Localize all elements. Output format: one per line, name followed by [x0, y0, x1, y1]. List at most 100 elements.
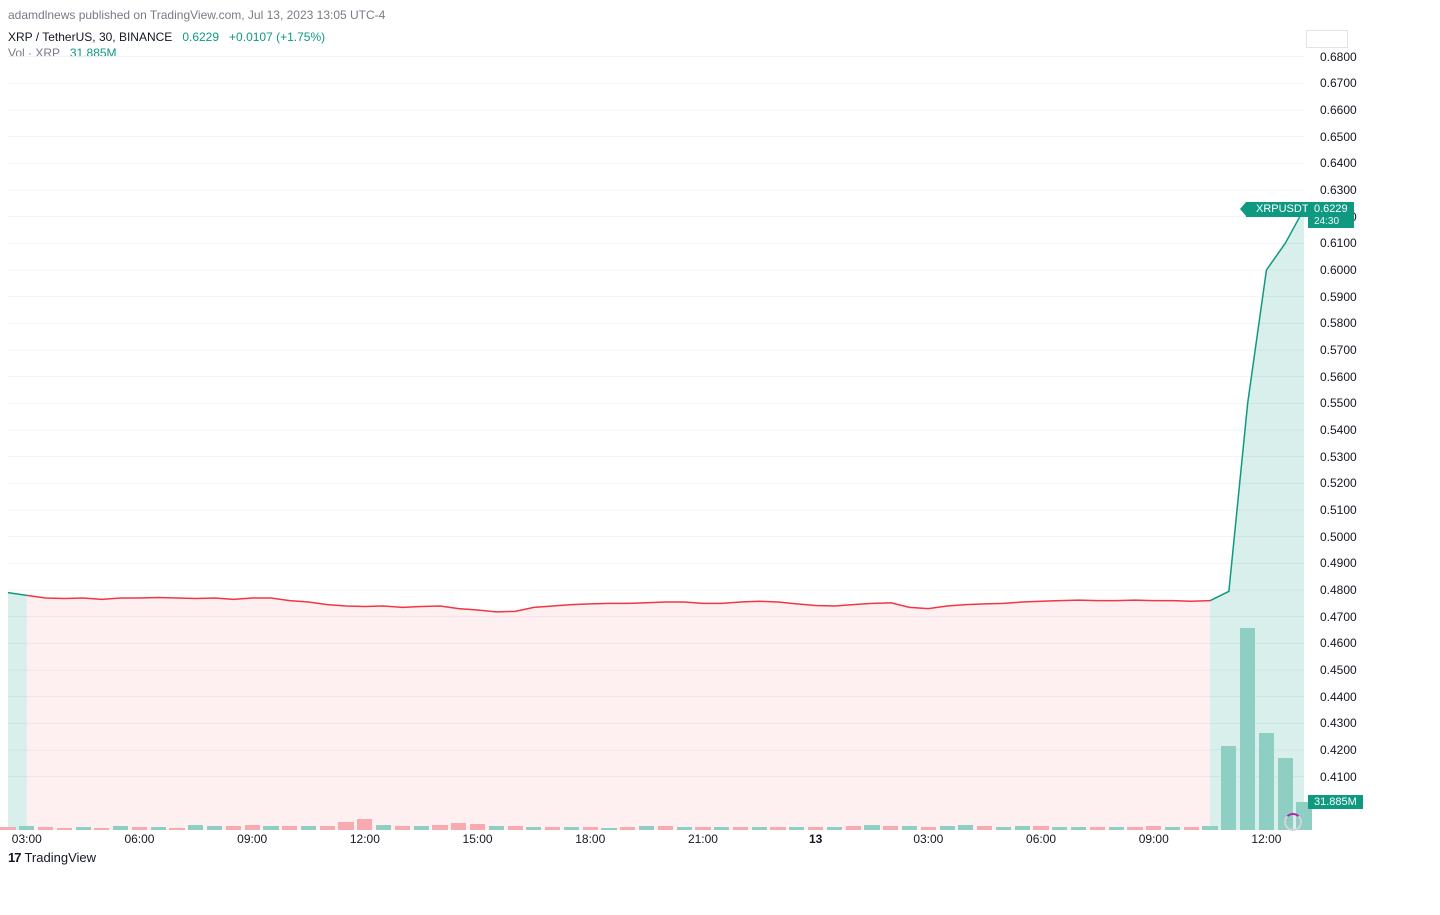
volume-bar: [714, 827, 729, 830]
y-tick-label: 0.5600: [1320, 370, 1357, 384]
volume-bar: [1127, 827, 1142, 830]
volume-bar: [658, 826, 673, 830]
x-tick-label: 03:00: [12, 832, 42, 846]
volume-bar: [414, 826, 429, 830]
volume-bars: [8, 610, 1304, 830]
y-tick-label: 0.4800: [1320, 583, 1357, 597]
y-tick-label: 0.5700: [1320, 343, 1357, 357]
y-tick-label: 0.6700: [1320, 76, 1357, 90]
volume-bar: [864, 825, 879, 830]
volume-bar: [245, 825, 260, 830]
tv-glyph-icon: 17: [8, 850, 20, 865]
volume-bar: [639, 826, 654, 830]
y-tick-label: 0.4100: [1320, 770, 1357, 784]
x-tick-label: 06:00: [1026, 832, 1056, 846]
volume-bar: [188, 825, 203, 830]
y-tick-label: 0.4300: [1320, 716, 1357, 730]
volume-bar: [902, 826, 917, 830]
y-tick-label: 0.5000: [1320, 530, 1357, 544]
volume-bar: [376, 825, 391, 830]
x-tick-label: 13: [809, 832, 822, 846]
volume-bar: [19, 826, 34, 830]
volume-bar: [1165, 827, 1180, 830]
x-tick-label: 09:00: [1139, 832, 1169, 846]
volume-bar: [1146, 826, 1161, 830]
volume-bar: [432, 825, 447, 830]
volume-bar: [1015, 826, 1030, 830]
x-tick-label: 06:00: [124, 832, 154, 846]
volume-bar: [752, 827, 767, 830]
y-tick-label: 0.5400: [1320, 423, 1357, 437]
volume-bar: [958, 825, 973, 830]
x-tick-label: 21:00: [688, 832, 718, 846]
price-y-axis[interactable]: 0.6800 0.6700 0.6600 0.6500 0.6400 0.6300 0.62…: [1308, 30, 1432, 830]
volume-bar: [57, 828, 72, 830]
y-tick-label: 0.4600: [1320, 636, 1357, 650]
volume-bar: [451, 823, 466, 830]
y-tick-label: 0.5100: [1320, 503, 1357, 517]
x-tick-label: 09:00: [237, 832, 267, 846]
volume-bar: [770, 827, 785, 830]
y-tick-label: 0.5300: [1320, 450, 1357, 464]
y-tick-label: 0.4900: [1320, 556, 1357, 570]
volume-bar: [921, 827, 936, 830]
y-tick-label: 0.6300: [1320, 183, 1357, 197]
volume-bar: [169, 828, 184, 830]
volume-bar: [1202, 826, 1217, 830]
y-tick-label: 0.5200: [1320, 476, 1357, 490]
volume-bar: [338, 822, 353, 830]
volume-bar: [1071, 827, 1086, 830]
volume-bar: [207, 826, 222, 830]
volume-bar: [846, 826, 861, 830]
volume-bar: [977, 826, 992, 830]
symbol-price-tag: XRPUSDT: [1246, 202, 1315, 217]
y-tick-label: 0.6100: [1320, 236, 1357, 250]
time-x-axis[interactable]: 03:0006:0009:0012:0015:0018:0021:001303:…: [8, 832, 1304, 850]
tradingview-logo[interactable]: 17 TradingView: [8, 850, 96, 865]
volume-bar: [0, 827, 15, 830]
y-tick-label: 0.6500: [1320, 130, 1357, 144]
volume-bar: [470, 824, 485, 830]
volume-bar: [695, 827, 710, 830]
volume-bar: [620, 827, 635, 830]
volume-bar: [1259, 733, 1274, 830]
y-tick-label: 0.4400: [1320, 690, 1357, 704]
volume-bar: [601, 828, 616, 830]
last-volume-value: 31.885M: [1314, 796, 1357, 808]
volume-bar: [38, 827, 53, 830]
volume-bar: [564, 827, 579, 830]
volume-bar: [320, 826, 335, 830]
volume-bar: [1240, 628, 1255, 830]
volume-bar: [1221, 746, 1236, 830]
volume-bar: [226, 826, 241, 830]
volume-bar: [489, 826, 504, 830]
volume-bar: [583, 827, 598, 830]
x-tick-label: 12:00: [350, 832, 380, 846]
volume-bar: [1184, 827, 1199, 830]
x-tick-label: 18:00: [575, 832, 605, 846]
volume-bar: [733, 827, 748, 830]
volume-bar: [132, 827, 147, 830]
volume-bar: [1033, 826, 1048, 830]
y-tick-label: 0.6800: [1320, 50, 1357, 64]
volume-bar: [545, 827, 560, 830]
volume-bar: [883, 826, 898, 830]
y-tick-label: 0.4200: [1320, 743, 1357, 757]
chart-container: adamdlnews published on TradingView.com,…: [0, 0, 1440, 915]
x-tick-label: 03:00: [913, 832, 943, 846]
y-tick-label: 0.6400: [1320, 156, 1357, 170]
volume-bar: [76, 827, 91, 830]
volume-bar: [1109, 827, 1124, 830]
volume-bar: [508, 826, 523, 830]
y-tick-label: 0.5800: [1320, 316, 1357, 330]
brand-text: TradingView: [24, 850, 96, 865]
y-tick-label: 0.4500: [1320, 663, 1357, 677]
plot-area[interactable]: [8, 30, 1304, 830]
volume-bar: [282, 826, 297, 830]
volume-bar: [940, 826, 955, 830]
y-tick-label: 0.5500: [1320, 396, 1357, 410]
volume-bar: [357, 819, 372, 830]
y-tick-label: 0.6600: [1320, 103, 1357, 117]
last-price-value: 0.6229: [1314, 203, 1348, 216]
volume-bar: [526, 827, 541, 830]
